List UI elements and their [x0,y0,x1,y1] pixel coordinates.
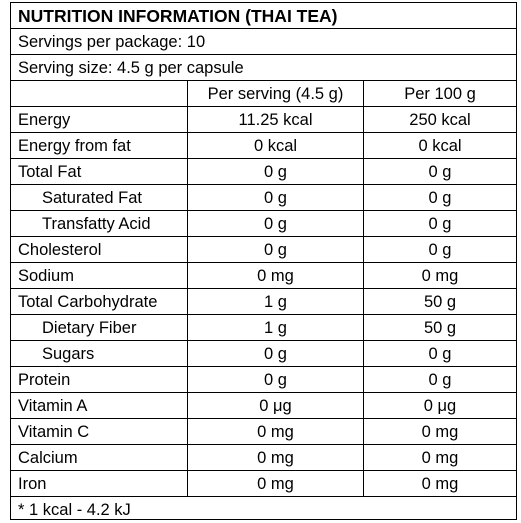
table-row: Vitamin C 0 mg 0 mg [11,419,516,445]
table-row: Saturated Fat 0 g 0 g [11,185,516,211]
table-row: Dietary Fiber 1 g 50 g [11,315,516,341]
panel-title: NUTRITION INFORMATION (THAI TEA) [11,3,516,29]
header-per-serving: Per serving (4.5 g) [188,81,364,106]
per-serving-value: 0 g [188,341,364,366]
nutrient-label: Dietary Fiber [11,315,188,340]
table-row: Sodium 0 mg 0 mg [11,263,516,289]
per-100g-value: 0 g [428,163,452,181]
table-row: Iron 0 mg 0 mg [11,471,516,497]
table-row: Energy 11.25 kcal 250 kcal [11,107,516,133]
nutrient-label: Transfatty Acid [11,211,188,236]
nutrient-label: Vitamin C [11,419,188,444]
nutrition-panel: NUTRITION INFORMATION (THAI TEA) Serving… [10,2,517,520]
nutrient-label: Protein [11,367,188,392]
per-100g-value: 0 mg [421,475,459,493]
per-100g-value: 250 kcal [409,111,471,129]
per-serving-value: 0 mg [188,471,364,496]
per-serving-value: 0 μg [188,393,364,418]
table-row: Sugars 0 g 0 g [11,341,516,367]
per-100g-value: 0 g [428,241,452,259]
per-100g-value: 0 kcal [418,137,462,155]
per-serving-value: 0 g [188,237,364,262]
per-100g-value: 0 mg [421,267,459,285]
table-row: Cholesterol 0 g 0 g [11,237,516,263]
nutrient-label: Vitamin A [11,393,188,418]
table-row: Total Carbohydrate 1 g 50 g [11,289,516,315]
nutrient-label: Total Carbohydrate [11,289,188,314]
servings-per-package: Servings per package: 10 [11,29,516,55]
table-row: Transfatty Acid 0 g 0 g [11,211,516,237]
per-serving-value: 0 mg [188,263,364,288]
per-serving-value: 11.25 kcal [188,107,364,132]
nutrient-label: Energy from fat [11,133,188,158]
serving-size: Serving size: 4.5 g per capsule [11,55,516,81]
nutrient-label: Saturated Fat [11,185,188,210]
per-serving-value: 0 g [188,159,364,184]
table-row: Protein 0 g 0 g [11,367,516,393]
per-serving-value: 1 g [188,315,364,340]
table-row: Total Fat 0 g 0 g [11,159,516,185]
per-100g-value: 0 mg [421,423,459,441]
nutrient-label: Sodium [11,263,188,288]
per-100g-value: 0 g [428,215,452,233]
nutrient-label: Sugars [11,341,188,366]
nutrient-label: Cholesterol [11,237,188,262]
per-serving-value: 0 mg [188,445,364,470]
nutrient-label: Calcium [11,445,188,470]
per-serving-value: 0 kcal [188,133,364,158]
table-row: Calcium 0 mg 0 mg [11,445,516,471]
per-100g-value: 0 mg [421,449,459,467]
per-100g-value: 0 g [428,345,452,363]
nutrient-label: Energy [11,107,188,132]
per-serving-value: 0 g [188,185,364,210]
per-100g-value: 0 g [428,371,452,389]
nutrient-label: Iron [11,471,188,496]
header-per-100g: Per 100 g [404,85,476,103]
per-100g-value: 0 μg [423,397,457,415]
per-serving-value: 0 g [188,367,364,392]
per-serving-value: 0 g [188,211,364,236]
table-row: Energy from fat 0 kcal 0 kcal [11,133,516,159]
per-100g-value: 0 g [428,189,452,207]
per-serving-value: 1 g [188,289,364,314]
column-header-row: Per serving (4.5 g) Per 100 g [11,81,516,107]
per-100g-value: 50 g [423,293,457,311]
footnote: * 1 kcal - 4.2 kJ [18,501,131,519]
table-row: Vitamin A 0 μg 0 μg [11,393,516,419]
nutrient-label: Total Fat [11,159,188,184]
per-serving-value: 0 mg [188,419,364,444]
header-nutrient [11,81,188,106]
per-100g-value: 50 g [423,319,457,337]
